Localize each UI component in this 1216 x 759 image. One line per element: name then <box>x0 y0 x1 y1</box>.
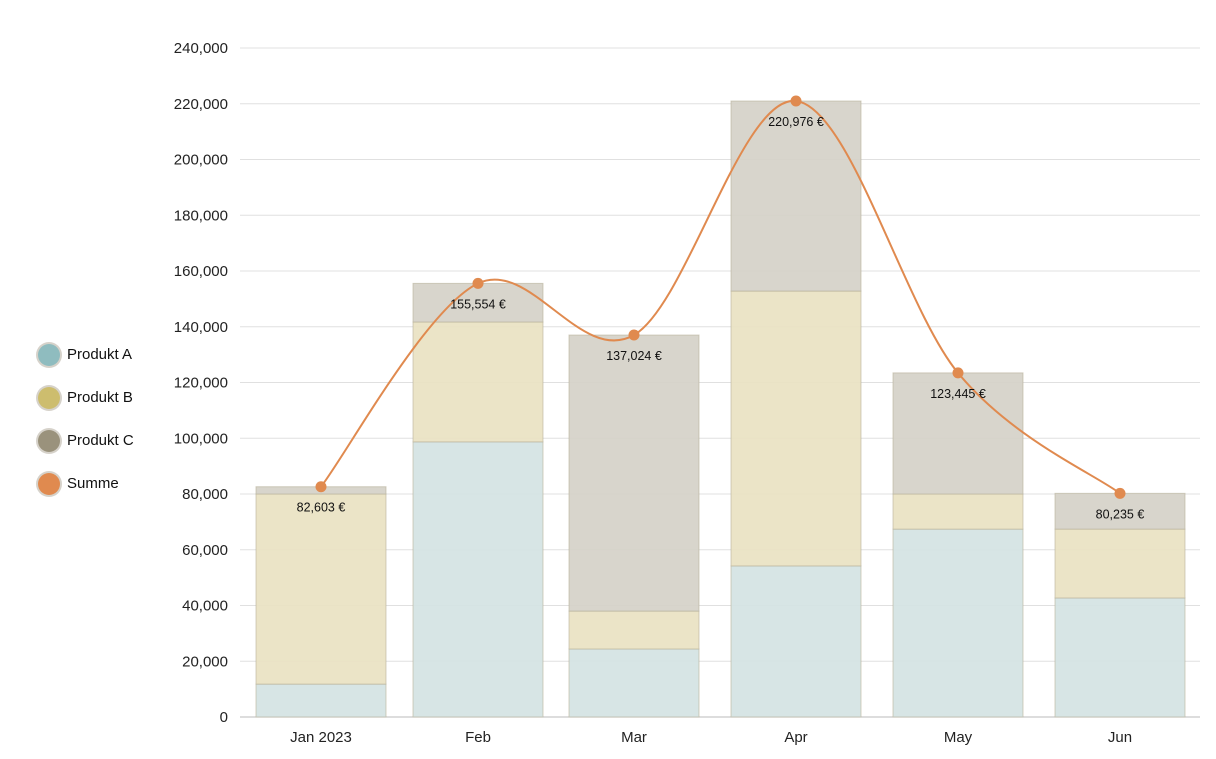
legend-swatch-icon <box>38 343 60 366</box>
data-label: 137,024 € <box>606 349 662 363</box>
y-tick-label: 40,000 <box>182 598 228 615</box>
legend-swatch-icon <box>38 472 60 495</box>
legend-item-summe[interactable]: Summe <box>38 462 134 505</box>
bar-produkt-a[interactable] <box>255 683 387 718</box>
y-tick-label: 80,000 <box>182 486 228 503</box>
bar-produkt-a[interactable] <box>412 441 544 718</box>
y-tick-label: 120,000 <box>174 375 228 392</box>
summe-point[interactable] <box>315 481 327 493</box>
summe-point[interactable] <box>1114 487 1126 499</box>
bar-produkt-a[interactable] <box>1054 597 1186 718</box>
y-tick-label: 240,000 <box>174 40 228 57</box>
bar-produkt-b[interactable] <box>730 290 862 567</box>
y-tick-label: 0 <box>220 709 228 726</box>
data-label: 82,603 € <box>297 501 346 515</box>
legend-swatch-icon <box>38 386 60 409</box>
data-label: 123,445 € <box>930 387 986 401</box>
legend: Produkt A Produkt B Produkt C Summe <box>38 333 134 505</box>
x-tick-label: Jan 2023 <box>290 729 352 746</box>
bar-produkt-b[interactable] <box>412 321 544 443</box>
bar-produkt-c[interactable] <box>568 334 700 612</box>
bar-produkt-c[interactable] <box>1054 492 1186 530</box>
summe-point[interactable] <box>628 329 640 341</box>
bar-produkt-a[interactable] <box>892 528 1024 718</box>
legend-swatch-icon <box>38 429 60 452</box>
bar-produkt-b[interactable] <box>568 610 700 650</box>
legend-label: Produkt A <box>67 346 133 363</box>
x-tick-label: Feb <box>465 729 491 746</box>
bar-produkt-c[interactable] <box>730 100 862 292</box>
data-label: 80,235 € <box>1096 507 1145 521</box>
x-tick-label: Mar <box>621 729 647 746</box>
data-label: 220,976 € <box>768 115 824 129</box>
summe-point[interactable] <box>790 95 802 107</box>
bar-produkt-a[interactable] <box>568 648 700 718</box>
y-tick-label: 200,000 <box>174 152 228 169</box>
bar-produkt-b[interactable] <box>1054 528 1186 599</box>
y-tick-label: 60,000 <box>182 542 228 559</box>
bar-produkt-b[interactable] <box>892 493 1024 530</box>
y-tick-label: 20,000 <box>182 653 228 670</box>
bar-produkt-b[interactable] <box>255 493 387 685</box>
y-tick-label: 180,000 <box>174 207 228 224</box>
x-tick-label: Jun <box>1108 729 1132 746</box>
summe-point[interactable] <box>952 367 964 379</box>
x-tick-label: Apr <box>784 729 807 746</box>
y-tick-label: 220,000 <box>174 96 228 113</box>
summe-point[interactable] <box>472 277 484 289</box>
legend-label: Produkt C <box>67 432 134 449</box>
legend-label: Produkt B <box>67 389 133 406</box>
bar-produkt-a[interactable] <box>730 565 862 718</box>
x-tick-label: May <box>944 729 973 746</box>
y-tick-label: 140,000 <box>174 319 228 336</box>
y-tick-label: 160,000 <box>174 263 228 280</box>
y-tick-label: 100,000 <box>174 430 228 447</box>
legend-item-produkt-c[interactable]: Produkt C <box>38 419 134 462</box>
data-label: 155,554 € <box>450 297 506 311</box>
legend-label: Summe <box>67 475 119 492</box>
legend-item-produkt-b[interactable]: Produkt B <box>38 376 134 419</box>
legend-item-produkt-a[interactable]: Produkt A <box>38 333 134 376</box>
